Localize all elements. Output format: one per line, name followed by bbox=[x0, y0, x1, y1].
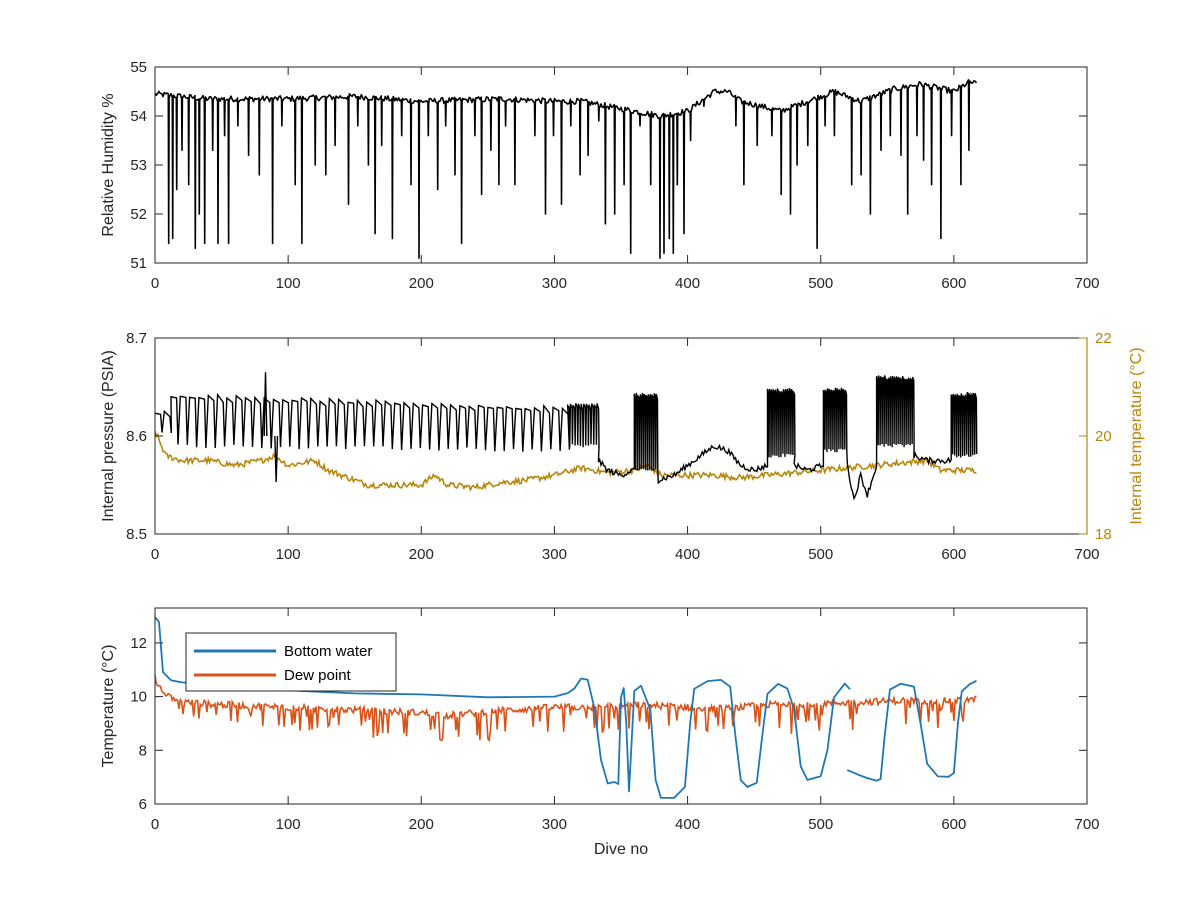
x-tick-label: 500 bbox=[808, 816, 833, 833]
legend-label-dew-point: Dew point bbox=[284, 667, 352, 684]
internal-temperature-y-axis-label: Internal temperature (°C) bbox=[1128, 347, 1145, 524]
y-tick-label: 53 bbox=[130, 157, 147, 174]
y-tick-label: 6 bbox=[139, 796, 147, 813]
x-tick-label: 400 bbox=[675, 546, 700, 563]
pressure-x-ticks: 0 100 200 300 400 500 600 700 bbox=[151, 338, 1100, 563]
dew-point-line bbox=[154, 675, 977, 743]
legend-label-bottom-water: Bottom water bbox=[284, 643, 372, 660]
pressure-y-ticks: 8.5 8.6 8.7 bbox=[126, 330, 163, 543]
x-tick-label: 100 bbox=[276, 275, 301, 292]
temperature-axes-box bbox=[154, 607, 1088, 805]
y-tick-label: 51 bbox=[130, 255, 147, 272]
temperature-y-ticks: 6 8 10 12 bbox=[130, 635, 1087, 813]
pressure-panel: 0 100 200 300 400 500 600 700 8.58.68.7 182022 … bbox=[100, 330, 1145, 563]
x-tick-label: 400 bbox=[675, 275, 700, 292]
x-tick-label: 100 bbox=[276, 816, 301, 833]
internal-temperature-line bbox=[154, 430, 977, 493]
x-tick-label: 700 bbox=[1074, 816, 1099, 833]
temperature-series-layer bbox=[154, 616, 977, 799]
y-tick-label: 8.5 bbox=[126, 526, 147, 543]
dive-no-x-axis-label: Dive no bbox=[594, 841, 648, 858]
y-tick-label: 55 bbox=[130, 59, 147, 76]
right-y-tick-label: 18 bbox=[1095, 526, 1112, 543]
temperature-x-ticks: 0 100 200 300 400 500 600 700 bbox=[151, 608, 1100, 833]
x-tick-label: 200 bbox=[409, 546, 434, 563]
y-tick-label: 54 bbox=[130, 108, 147, 125]
x-tick-label: 400 bbox=[675, 816, 700, 833]
humidity-y-axis-label: Relative Humidity % bbox=[100, 93, 117, 236]
x-tick-label: 300 bbox=[542, 816, 567, 833]
x-tick-label: 100 bbox=[276, 546, 301, 563]
x-tick-label: 600 bbox=[941, 275, 966, 292]
humidity-panel: 0 100 200 300 400 500 600 700 51 52 53 54 55 Relati… bbox=[100, 59, 1100, 292]
internal-pressure-line bbox=[154, 375, 978, 501]
y-tick-label: 8.6 bbox=[126, 428, 147, 445]
pressure-series-layer bbox=[154, 372, 978, 501]
humidity-y-ticks: 51 52 53 54 55 bbox=[130, 59, 1087, 272]
x-tick-label: 300 bbox=[542, 546, 567, 563]
x-tick-label: 0 bbox=[151, 816, 159, 833]
humidity-line bbox=[154, 79, 978, 259]
x-tick-label: 600 bbox=[941, 816, 966, 833]
temperature-y-axis-label: Temperature (°C) bbox=[100, 645, 117, 768]
legend: Bottom water Dew point bbox=[185, 632, 397, 692]
x-tick-label: 700 bbox=[1074, 546, 1099, 563]
x-tick-label: 500 bbox=[808, 546, 833, 563]
y-tick-label: 8 bbox=[139, 742, 147, 759]
x-tick-label: 300 bbox=[542, 275, 567, 292]
temperature-right-y-ticks: 18 20 22 bbox=[1079, 330, 1112, 543]
x-tick-label: 200 bbox=[409, 275, 434, 292]
legend-box bbox=[185, 632, 397, 692]
internal-pressure-spikes bbox=[263, 372, 279, 483]
humidity-series-layer bbox=[154, 79, 978, 259]
x-tick-label: 700 bbox=[1074, 275, 1099, 292]
x-tick-label: 500 bbox=[808, 275, 833, 292]
y-tick-label: 52 bbox=[130, 206, 147, 223]
right-y-tick-label: 22 bbox=[1095, 330, 1112, 347]
x-tick-label: 600 bbox=[941, 546, 966, 563]
x-tick-label: 0 bbox=[151, 275, 159, 292]
right-y-tick-label: 20 bbox=[1095, 428, 1112, 445]
bottom-water-line bbox=[154, 616, 977, 799]
temperature-panel: 0 100 200 300 400 500 600 700 6 8 10 12 Temperatur… bbox=[100, 607, 1100, 858]
humidity-x-ticks: 0 100 200 300 400 500 600 700 bbox=[151, 67, 1100, 292]
y-tick-label: 8.7 bbox=[126, 330, 147, 347]
y-tick-label: 10 bbox=[130, 689, 147, 706]
x-tick-label: 0 bbox=[151, 546, 159, 563]
x-tick-label: 200 bbox=[409, 816, 434, 833]
y-tick-label: 12 bbox=[130, 635, 147, 652]
pressure-y-axis-label: Internal pressure (PSIA) bbox=[100, 350, 117, 522]
